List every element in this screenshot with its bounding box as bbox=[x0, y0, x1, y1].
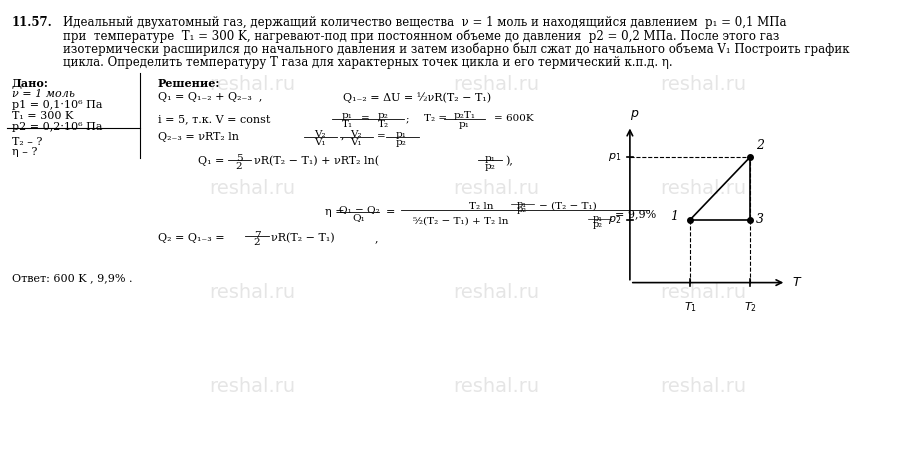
Text: Дано:: Дано: bbox=[12, 78, 49, 89]
Text: T₁: T₁ bbox=[342, 120, 353, 129]
Text: = 9,9%: = 9,9% bbox=[615, 210, 657, 219]
Text: =: = bbox=[386, 207, 395, 217]
Text: =: = bbox=[361, 114, 370, 123]
Text: $p_1$: $p_1$ bbox=[608, 151, 621, 163]
Text: T₂ =: T₂ = bbox=[424, 114, 447, 123]
Text: цикла. Определить температуру T газа для характерных точек цикла и его термическ: цикла. Определить температуру T газа для… bbox=[63, 56, 673, 69]
Text: Q₁ = Q₁₋₂ + Q₂₋₃  ,: Q₁ = Q₁₋₂ + Q₂₋₃ , bbox=[158, 92, 262, 102]
Text: Q₂₋₃ = νRT₂ ln: Q₂₋₃ = νRT₂ ln bbox=[158, 132, 239, 142]
Text: V₂: V₂ bbox=[351, 130, 362, 138]
Text: reshal.ru: reshal.ru bbox=[660, 75, 747, 94]
Text: p₁: p₁ bbox=[396, 130, 407, 138]
Text: p2 = 0,2·10⁶ Па: p2 = 0,2·10⁶ Па bbox=[12, 122, 102, 132]
Text: 2: 2 bbox=[253, 238, 261, 247]
Text: V₂: V₂ bbox=[315, 130, 326, 138]
Text: $p$: $p$ bbox=[630, 108, 640, 122]
Text: = 600K: = 600K bbox=[494, 114, 534, 123]
Text: 7: 7 bbox=[253, 231, 261, 240]
Text: =: = bbox=[377, 132, 386, 141]
Text: Q₂ = Q₁₋₃ =: Q₂ = Q₁₋₃ = bbox=[158, 233, 225, 243]
Text: reshal.ru: reshal.ru bbox=[453, 283, 539, 301]
Text: при  температуре  T₁ = 300 K, нагревают-под при постоянном объеме до давления  p: при температуре T₁ = 300 K, нагревают-по… bbox=[63, 30, 779, 43]
Text: Q₁₋₂ = ΔU = ½νR(T₂ − T₁): Q₁₋₂ = ΔU = ½νR(T₂ − T₁) bbox=[343, 92, 491, 103]
Text: p₁: p₁ bbox=[342, 111, 353, 120]
Text: p₁: p₁ bbox=[484, 154, 495, 163]
Text: reshal.ru: reshal.ru bbox=[660, 179, 747, 198]
Text: p₂: p₂ bbox=[593, 220, 603, 229]
Text: $T$: $T$ bbox=[792, 276, 803, 289]
Text: νR(T₂ − T₁): νR(T₂ − T₁) bbox=[271, 233, 335, 244]
Text: reshal.ru: reshal.ru bbox=[209, 179, 296, 198]
Text: ;: ; bbox=[406, 114, 410, 123]
Text: − (T₂ − T₁): − (T₂ − T₁) bbox=[539, 202, 597, 211]
Text: ,: , bbox=[341, 132, 345, 141]
Text: νR(T₂ − T₁) + νRT₂ ln(: νR(T₂ − T₁) + νRT₂ ln( bbox=[254, 156, 380, 167]
Text: η =: η = bbox=[325, 207, 345, 217]
Text: Q₁ − Q₂: Q₁ − Q₂ bbox=[338, 205, 380, 214]
Text: T₁ = 300 K: T₁ = 300 K bbox=[12, 111, 73, 121]
Text: p₁: p₁ bbox=[459, 120, 470, 129]
Text: 3: 3 bbox=[756, 213, 764, 226]
Text: 5: 5 bbox=[235, 154, 243, 163]
Text: $T_1$: $T_1$ bbox=[684, 300, 696, 314]
Text: p₂T₁: p₂T₁ bbox=[454, 111, 475, 120]
Text: reshal.ru: reshal.ru bbox=[453, 179, 539, 198]
Text: 11.57.: 11.57. bbox=[12, 16, 52, 30]
Text: $p_2$: $p_2$ bbox=[608, 214, 621, 226]
Text: p₂: p₂ bbox=[396, 138, 407, 147]
Text: reshal.ru: reshal.ru bbox=[660, 377, 747, 396]
Text: reshal.ru: reshal.ru bbox=[453, 377, 539, 396]
Text: T₂ – ?: T₂ – ? bbox=[12, 137, 42, 146]
Text: T₂ ln: T₂ ln bbox=[469, 202, 493, 211]
Text: reshal.ru: reshal.ru bbox=[209, 283, 296, 301]
Text: ,: , bbox=[374, 233, 378, 243]
Text: Ответ: 600 K , 9,9% .: Ответ: 600 K , 9,9% . bbox=[12, 273, 133, 283]
Text: Q₁: Q₁ bbox=[353, 213, 365, 222]
Text: V₁: V₁ bbox=[315, 138, 326, 147]
Text: p₁: p₁ bbox=[593, 214, 603, 223]
Text: 2: 2 bbox=[756, 139, 764, 152]
Text: V₁: V₁ bbox=[351, 138, 362, 147]
Text: изотермически расширился до начального давления и затем изобарно был сжат до нач: изотермически расширился до начального д… bbox=[63, 43, 850, 57]
Text: ν = 1 моль: ν = 1 моль bbox=[12, 89, 75, 99]
Text: $T_2$: $T_2$ bbox=[743, 300, 757, 314]
Text: reshal.ru: reshal.ru bbox=[209, 75, 296, 94]
Text: ⁵⁄₂(T₂ − T₁) + T₂ ln: ⁵⁄₂(T₂ − T₁) + T₂ ln bbox=[413, 217, 509, 226]
Text: p1 = 0,1·10⁶ Па: p1 = 0,1·10⁶ Па bbox=[12, 100, 102, 110]
Text: reshal.ru: reshal.ru bbox=[453, 75, 539, 94]
Text: p₂: p₂ bbox=[516, 205, 527, 214]
Text: 2: 2 bbox=[235, 162, 243, 171]
Text: η – ?: η – ? bbox=[12, 147, 37, 157]
Text: p₂: p₂ bbox=[484, 162, 495, 171]
Text: Идеальный двухатомный газ, держащий количество вещества  ν = 1 моль и находящийс: Идеальный двухатомный газ, держащий коли… bbox=[63, 16, 787, 30]
Text: T₂: T₂ bbox=[378, 120, 389, 129]
Text: reshal.ru: reshal.ru bbox=[660, 283, 747, 301]
Text: p₁: p₁ bbox=[516, 200, 527, 209]
Text: Q₁ =: Q₁ = bbox=[198, 156, 225, 166]
Text: Решение:: Решение: bbox=[158, 78, 220, 89]
Text: 1: 1 bbox=[670, 210, 678, 223]
Text: i = 5, т.к. V = const: i = 5, т.к. V = const bbox=[158, 114, 271, 124]
Text: ),: ), bbox=[505, 156, 513, 167]
Text: p₂: p₂ bbox=[378, 111, 389, 120]
Text: reshal.ru: reshal.ru bbox=[209, 377, 296, 396]
